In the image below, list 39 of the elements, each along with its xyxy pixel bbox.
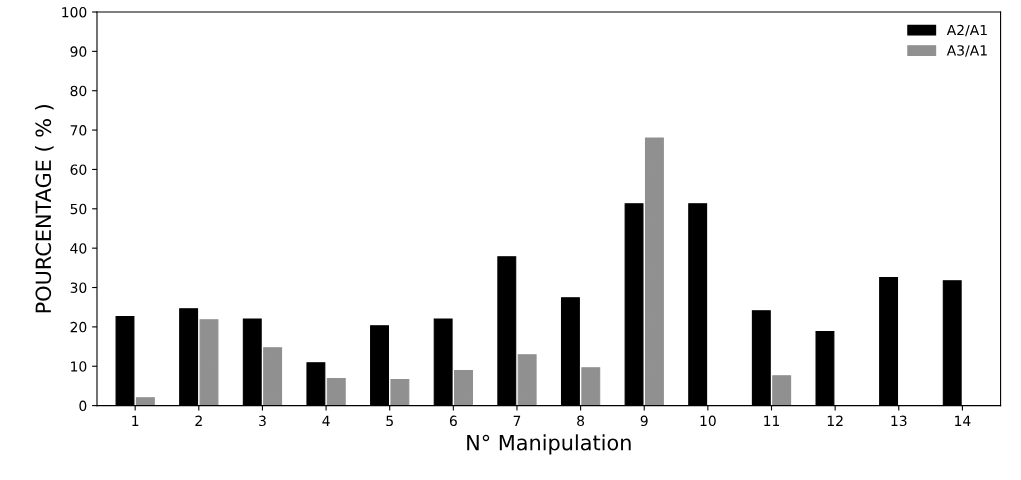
- bar: [644, 137, 664, 406]
- legend-label: A2/A1: [946, 24, 987, 37]
- y-tick-label: 100: [62, 6, 87, 18]
- x-axis-title: N° Manipulation: [467, 434, 631, 455]
- x-tick-label: 1: [132, 415, 139, 426]
- bar: [772, 375, 792, 406]
- y-tick-label: 20: [70, 321, 87, 333]
- y-tick-label: 90: [70, 46, 87, 57]
- x-tick-label: 5: [386, 415, 393, 427]
- x-tick-label: 14: [955, 415, 971, 426]
- bar: [263, 347, 283, 406]
- x-tick-label: 9: [640, 415, 648, 427]
- bar: [326, 377, 346, 406]
- x-tick-label: 7: [513, 415, 521, 426]
- y-tick-label: 40: [70, 243, 87, 254]
- x-tick-label: 13: [891, 415, 907, 427]
- x-tick-label: 2: [195, 415, 202, 426]
- x-tick-label: 12: [827, 415, 843, 426]
- y-tick-label: 50: [70, 203, 87, 215]
- x-tick-label: 8: [577, 415, 585, 427]
- y-axis-title: POURCENTAGE ( % ): [35, 105, 54, 313]
- bar: [581, 367, 601, 406]
- y-tick-label: 70: [70, 125, 87, 136]
- x-tick-label: 10: [700, 415, 716, 427]
- y-tick-label: 80: [70, 85, 87, 97]
- y-tick-label: 10: [71, 361, 87, 372]
- legend-label: A3/A1: [946, 45, 987, 57]
- x-tick-label: 11: [764, 415, 780, 426]
- y-tick-label: 0: [79, 400, 87, 412]
- x-tick-label: 6: [449, 415, 457, 427]
- x-tick-label: 4: [322, 415, 330, 426]
- bar: [517, 354, 537, 406]
- y-tick-label: 60: [70, 164, 87, 175]
- x-tick-label: 3: [259, 415, 266, 427]
- bar: [199, 319, 219, 406]
- bar: [135, 397, 155, 406]
- bar: [454, 370, 473, 406]
- y-tick-label: 30: [70, 282, 87, 293]
- bar: [390, 379, 410, 406]
